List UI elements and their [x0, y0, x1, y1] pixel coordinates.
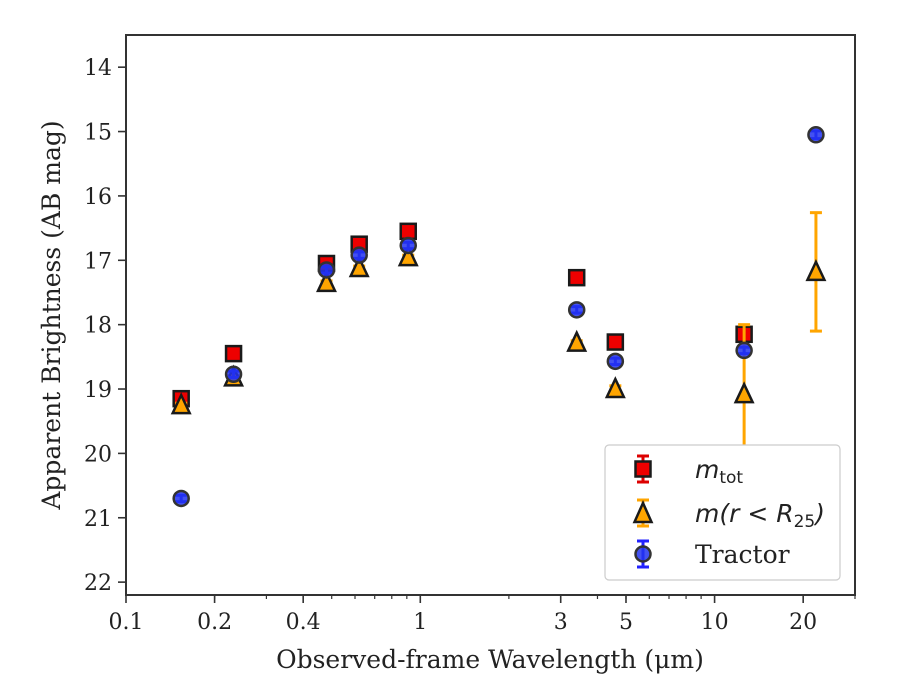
y-tick-label: 17: [84, 249, 112, 274]
x-tick-label: 10: [701, 610, 729, 635]
series-mtot: [172, 222, 753, 408]
series-mr25: [170, 211, 827, 466]
x-tick-label: 5: [619, 610, 633, 635]
mtot-point: [567, 268, 586, 287]
legend-box: [604, 444, 841, 581]
y-tick-label: 22: [84, 571, 112, 596]
data-series: [170, 126, 827, 508]
tractor-point: [807, 126, 825, 144]
y-tick-label: 14: [84, 56, 112, 81]
legend-label-mr25: m(r < R25): [695, 499, 825, 532]
y-axis-label: Apparent Brightness (AB mag): [37, 120, 66, 510]
plot-frame: [125, 34, 856, 596]
series-tractor: [172, 126, 825, 508]
legend-label-mtot: mtot: [695, 455, 743, 488]
axis-ticks: 0.1 0.2 0.4 1 3 5 10 20 14 15 16 17 18 19 20 21 22: [84, 56, 856, 635]
x-tick-label: 20: [789, 610, 817, 635]
mr25-point: [604, 376, 626, 399]
legend-label-tractor: Tractor: [695, 540, 790, 569]
x-tick-label: 1: [413, 610, 427, 635]
x-tick-label: 0.4: [286, 610, 321, 635]
mr25-point: [170, 392, 192, 415]
tractor-point: [224, 365, 243, 383]
x-axis-label: Observed-frame Wavelength (μm): [276, 645, 704, 674]
mr25-point: [733, 381, 755, 404]
x-tick-label: 0.1: [109, 610, 144, 635]
x-tick-label: 0.2: [197, 610, 232, 635]
tractor-point: [606, 352, 625, 371]
y-tick-label: 19: [84, 378, 112, 403]
mtot-point: [399, 222, 417, 241]
mtot-point: [224, 344, 243, 363]
mtot-point: [606, 333, 625, 351]
y-tick-label: 20: [84, 442, 112, 467]
y-tick-label: 15: [84, 121, 112, 146]
tractor-point: [399, 236, 417, 255]
y-tick-label: 18: [84, 314, 112, 339]
tractor-point: [172, 489, 190, 508]
mr25-point: [397, 244, 419, 267]
y-tick-label: 16: [84, 185, 112, 210]
tractor-point: [567, 301, 586, 319]
legend-marker-tractor: [634, 539, 652, 569]
mr25-point: [348, 255, 370, 278]
y-tick-label: 21: [84, 507, 112, 532]
legend-marker-mr25: [632, 498, 654, 528]
x-tick-label: 3: [554, 610, 568, 635]
mr25-point: [805, 258, 827, 282]
legend-marker-mtot: [634, 454, 652, 484]
mr25-point: [566, 329, 588, 352]
tractor-point: [350, 246, 368, 264]
tractor-point: [735, 341, 753, 360]
mr25-point: [316, 269, 337, 293]
tractor-point: [317, 261, 336, 279]
legend: mtot m(r < R25) Tractor: [604, 444, 841, 581]
